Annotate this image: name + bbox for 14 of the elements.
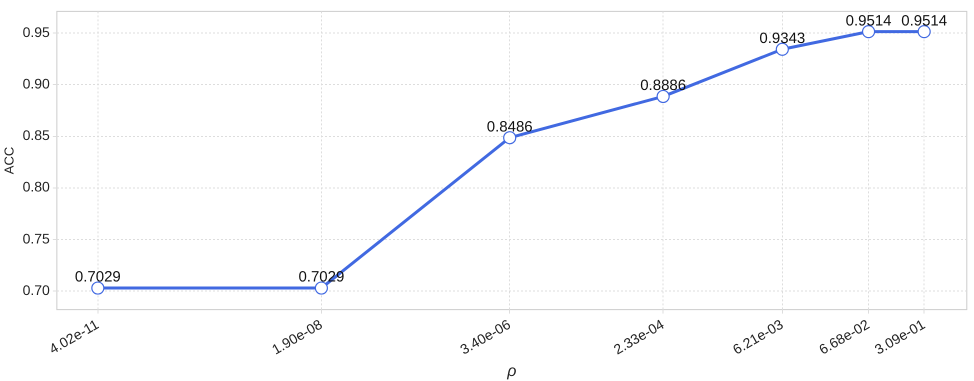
y-tick-label: 0.90 (22, 76, 50, 92)
data-label: 0.9514 (901, 12, 948, 30)
x-axis-title: ρ (506, 362, 516, 380)
data-label: 0.9514 (846, 12, 892, 30)
data-label: 0.8886 (640, 77, 686, 94)
y-axis-title: ACC (1, 146, 16, 174)
data-label: 0.9343 (759, 30, 806, 47)
y-tick-label: 0.80 (22, 178, 50, 195)
data-label: 0.7029 (74, 268, 121, 286)
y-tick-label: 0.85 (22, 127, 50, 144)
data-label: 0.8486 (486, 118, 533, 136)
y-tick-label: 0.70 (22, 282, 50, 298)
y-tick-label: 0.75 (22, 230, 50, 246)
y-tick-label: 0.95 (22, 24, 50, 40)
